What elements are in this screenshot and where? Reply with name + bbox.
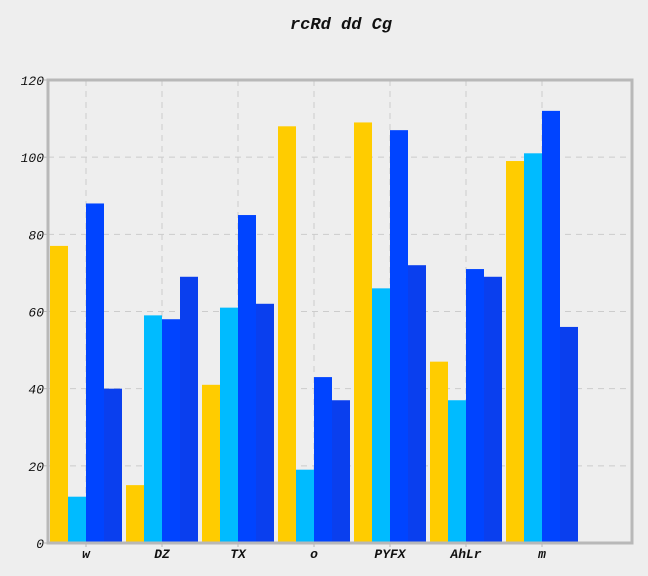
bar: [296, 470, 314, 543]
bar: [506, 161, 524, 543]
chart-title: rcRd dd Cg: [290, 16, 393, 35]
y-tick-label: 80: [28, 228, 44, 243]
bar: [448, 400, 466, 543]
bar: [202, 385, 220, 543]
bar: [180, 277, 198, 543]
bar: [390, 130, 408, 543]
x-axis: w DZ TX o PYFX AhLr m: [82, 543, 546, 562]
bar: [408, 265, 426, 543]
bar: [314, 377, 332, 543]
bar: [256, 304, 274, 543]
x-tick-label: w: [82, 547, 91, 562]
bar: [524, 153, 542, 543]
x-tick-label: o: [310, 547, 318, 562]
y-tick-label: 60: [28, 306, 44, 321]
x-tick-label: TX: [230, 547, 247, 562]
bar: [466, 269, 484, 543]
bar: [354, 122, 372, 543]
bar: [430, 362, 448, 543]
bar: [484, 277, 502, 543]
x-tick-label: m: [537, 547, 546, 562]
bar: [238, 215, 256, 543]
y-tick-label: 100: [21, 151, 45, 166]
bar: [278, 126, 296, 543]
bar: [126, 485, 144, 543]
bar: [68, 497, 86, 543]
bar: [220, 308, 238, 543]
y-axis: 0 20 40 60 80 100 120: [21, 74, 48, 552]
y-tick-label: 40: [28, 383, 44, 398]
bar: [144, 315, 162, 543]
bar: [560, 327, 578, 543]
bar: [542, 111, 560, 543]
x-tick-label: PYFX: [374, 547, 406, 562]
bar: [86, 203, 104, 543]
x-tick-label: AhLr: [449, 547, 481, 562]
y-tick-label: 0: [36, 537, 44, 552]
bar: [50, 246, 68, 543]
x-tick-label: DZ: [154, 547, 170, 562]
bar: [332, 400, 350, 543]
y-tick-label: 120: [21, 74, 45, 89]
y-tick-label: 20: [28, 460, 44, 475]
bar: [162, 319, 180, 543]
bar: [372, 288, 390, 543]
bar: [104, 389, 122, 543]
